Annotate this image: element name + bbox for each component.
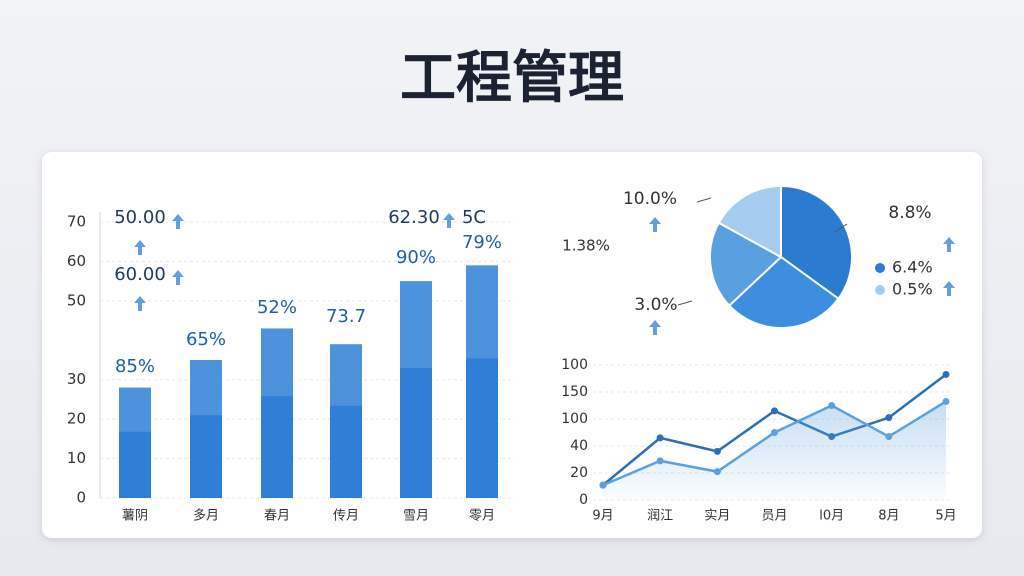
arrow — [134, 296, 146, 311]
leader — [677, 300, 693, 306]
annotation: 73.7 — [326, 306, 366, 327]
annotation: 85% — [115, 356, 155, 377]
legend-swatch — [875, 263, 885, 273]
point — [885, 414, 893, 422]
annotation: 50.00 — [114, 207, 166, 228]
y-tick-label: 60 — [67, 252, 86, 270]
point — [885, 433, 893, 441]
legend-label: 6.4% — [892, 258, 933, 277]
point — [713, 468, 721, 476]
pie-slice — [780, 184, 853, 301]
annotation: 10.0% — [623, 189, 677, 209]
bar-highlight — [190, 360, 222, 416]
x-tick-label: 多月 — [193, 508, 219, 524]
annotation: 62.30 — [388, 207, 440, 228]
y-tick-label: 150 — [561, 384, 588, 400]
bar — [466, 265, 498, 498]
annotation: 65% — [186, 329, 226, 350]
x-tick-label: 零月 — [469, 509, 495, 524]
arrow — [943, 237, 955, 252]
x-tick-label: 传月 — [333, 509, 359, 524]
arrow — [172, 270, 184, 285]
legend-swatch — [875, 285, 885, 295]
point — [771, 429, 778, 436]
arrow — [649, 217, 661, 232]
x-tick-label: 8月 — [878, 509, 899, 524]
y-tick-label: 70 — [67, 213, 86, 231]
arrow — [943, 281, 955, 296]
point — [828, 402, 836, 409]
arrow — [649, 320, 661, 335]
y-tick-label: 0 — [76, 489, 86, 507]
arrow — [172, 214, 184, 229]
bar — [119, 387, 151, 498]
bar-highlight — [119, 387, 151, 432]
bar — [400, 281, 432, 498]
point — [656, 434, 664, 442]
legend-label: 0.5% — [892, 280, 933, 299]
y-tick-label: 40 — [570, 438, 588, 454]
y-tick-label: 10 — [67, 449, 86, 467]
y-tick-label: 20 — [67, 410, 86, 428]
x-tick-label: 春月 — [264, 509, 290, 524]
point — [599, 481, 607, 489]
area — [603, 401, 946, 500]
x-tick-label: 员月 — [761, 509, 787, 524]
y-tick-label: 20 — [570, 465, 588, 481]
arrow — [443, 213, 455, 228]
annotation: 60.00 — [114, 264, 166, 285]
y-tick-label: 100 — [561, 411, 588, 427]
annotation: 79% — [462, 232, 502, 253]
point — [942, 397, 950, 405]
annotation: 3.0% — [634, 295, 677, 315]
pie-slice — [709, 221, 783, 308]
annotation: 8.8% — [888, 203, 931, 223]
bar-highlight — [330, 344, 362, 406]
bar-highlight — [261, 328, 293, 397]
y-tick-label: 50 — [67, 291, 86, 309]
point — [942, 370, 950, 378]
bar — [190, 360, 222, 498]
point — [656, 457, 664, 465]
bar — [330, 344, 362, 498]
x-tick-label: l0月 — [819, 509, 844, 524]
pie-slice — [717, 184, 782, 259]
bar-highlight — [466, 265, 498, 359]
annotation: 1.38% — [562, 237, 610, 255]
x-tick-label: 雪月 — [403, 509, 429, 524]
point — [771, 407, 778, 415]
page-title: 工程管理 — [400, 46, 624, 111]
x-tick-label: 薯阴 — [122, 509, 148, 524]
y-tick-label: 100 — [561, 357, 588, 373]
annotation: 90% — [396, 247, 436, 268]
y-tick-label: 30 — [67, 370, 86, 388]
pie-slice — [727, 255, 840, 329]
bar — [261, 328, 293, 498]
x-tick-label: 5月 — [935, 509, 956, 524]
annotation: 52% — [257, 297, 297, 318]
x-tick-label: 9月 — [592, 509, 613, 524]
bar-highlight — [400, 281, 432, 368]
point — [713, 447, 721, 455]
x-tick-label: 润江 — [647, 509, 673, 524]
annotation: 5C — [462, 207, 486, 228]
leader — [834, 223, 848, 233]
y-tick-label: 0 — [579, 492, 588, 508]
arrow — [134, 240, 146, 255]
leader — [696, 197, 712, 203]
x-tick-label: 实月 — [704, 509, 730, 524]
